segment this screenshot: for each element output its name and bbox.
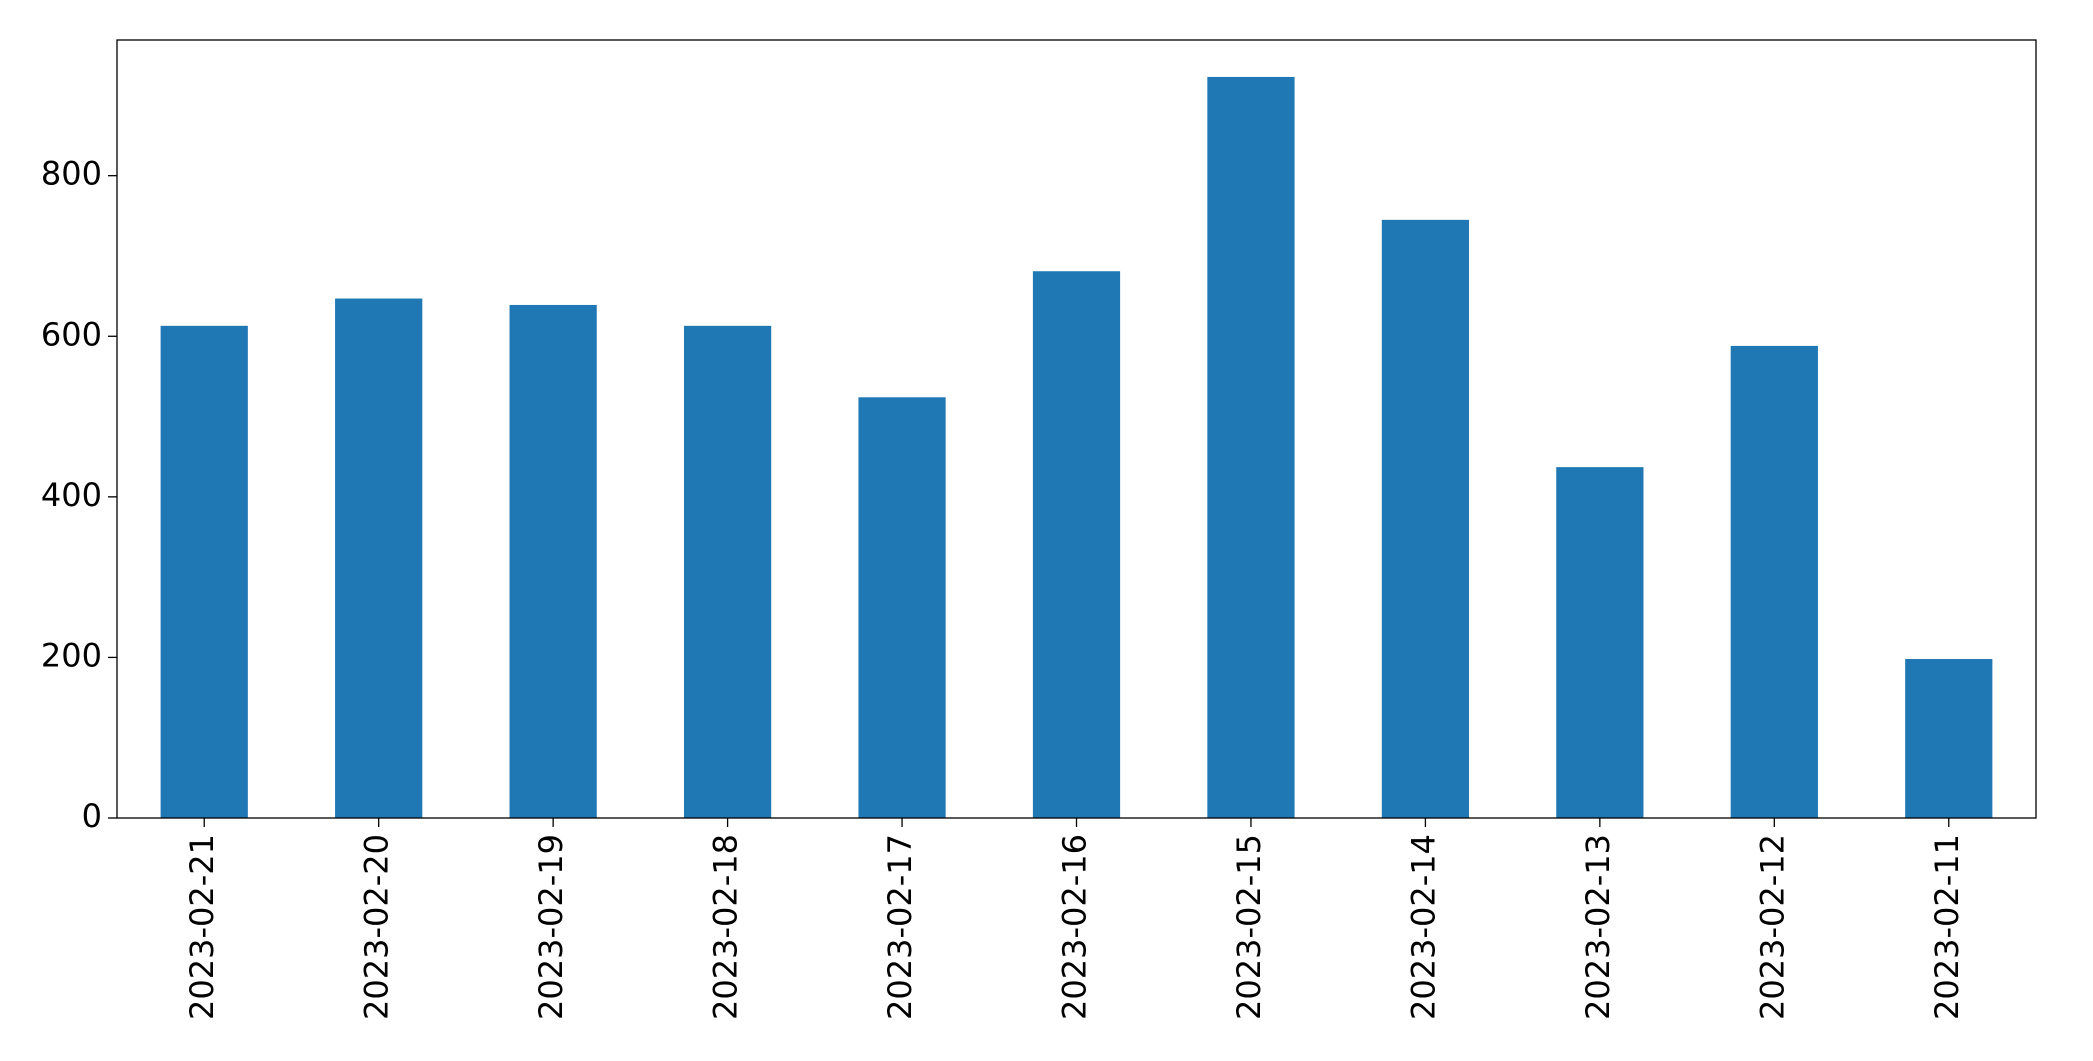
x-tick-label: 2023-02-13	[1579, 834, 1617, 1020]
y-tick-label: 400	[41, 476, 102, 514]
x-tick-label: 2023-02-15	[1230, 834, 1268, 1020]
bar	[1730, 345, 1818, 818]
bar	[160, 325, 248, 818]
plot-frame	[116, 39, 2037, 819]
bar	[1556, 467, 1644, 818]
bar	[1905, 659, 1993, 818]
bar	[1032, 271, 1121, 819]
y-tick-label: 800	[41, 155, 102, 193]
x-tick-label: 2023-02-14	[1404, 834, 1442, 1020]
x-tick-label: 2023-02-16	[1056, 834, 1094, 1020]
x-tick-label: 2023-02-20	[358, 834, 396, 1020]
bar	[509, 304, 597, 818]
y-tick-label: 600	[41, 315, 102, 353]
bar	[683, 325, 772, 818]
x-tick-label: 2023-02-18	[707, 834, 745, 1020]
bar	[335, 298, 423, 818]
x-tick-label: 2023-02-11	[1928, 834, 1966, 1020]
x-tick-label: 2023-02-21	[183, 834, 221, 1020]
y-tick-label: 200	[41, 636, 102, 674]
x-tick-label: 2023-02-12	[1753, 834, 1791, 1020]
bar	[1207, 76, 1295, 818]
x-tick-label: 2023-02-17	[881, 834, 919, 1020]
bar	[858, 397, 946, 818]
y-tick-label: 0	[82, 797, 102, 835]
x-tick-label: 2023-02-19	[532, 834, 570, 1020]
bar	[1381, 219, 1470, 818]
